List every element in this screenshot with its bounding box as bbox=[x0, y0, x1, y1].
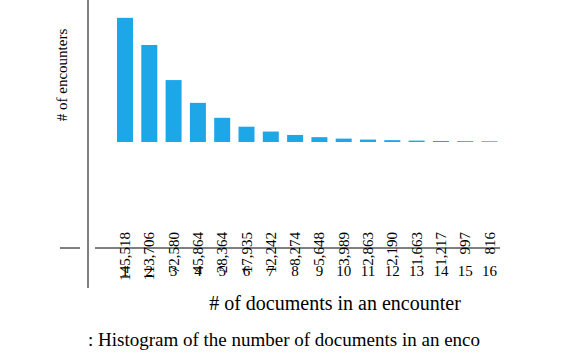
bar bbox=[409, 141, 425, 142]
data-label: 1,663 bbox=[409, 232, 425, 266]
bars bbox=[117, 18, 498, 142]
x-tick-label: 16 bbox=[482, 263, 498, 279]
bar bbox=[360, 140, 376, 142]
x-tick-label: 15 bbox=[458, 263, 473, 279]
x-tick-label: 4 bbox=[194, 263, 202, 279]
data-label: 3,989 bbox=[336, 232, 352, 266]
y-axis-line bbox=[88, 0, 89, 288]
data-label: 113,706 bbox=[141, 232, 157, 281]
bar bbox=[482, 141, 498, 142]
chart: 145,518113,70672,58045,86428,36417,93512… bbox=[0, 0, 568, 356]
x-tick-label: 6 bbox=[243, 263, 251, 279]
bar bbox=[384, 140, 400, 142]
bar bbox=[287, 135, 303, 142]
y-axis-label: # of encounters bbox=[54, 29, 70, 122]
bar bbox=[457, 141, 473, 142]
x-axis-label: # of documents in an encounter bbox=[209, 292, 461, 314]
x-tick-label: 2 bbox=[146, 263, 154, 279]
x-tick-label: 1 bbox=[121, 263, 129, 279]
data-label: 2,190 bbox=[384, 232, 400, 266]
x-tick-label: 13 bbox=[409, 263, 424, 279]
x-tick-label: 11 bbox=[361, 263, 375, 279]
data-label: 145,518 bbox=[117, 232, 133, 281]
x-tick-label: 12 bbox=[385, 263, 400, 279]
bar bbox=[311, 137, 327, 142]
data-label: 816 bbox=[482, 232, 498, 255]
data-label: 2,863 bbox=[360, 232, 376, 266]
bar bbox=[214, 118, 230, 142]
bar bbox=[433, 141, 449, 142]
data-label: 8,274 bbox=[287, 232, 303, 266]
bar bbox=[117, 18, 133, 142]
bar bbox=[239, 127, 255, 142]
bar bbox=[141, 45, 157, 142]
x-tick-label: 14 bbox=[433, 263, 449, 279]
x-tick-label: 8 bbox=[291, 263, 299, 279]
x-tick-label: 9 bbox=[316, 263, 324, 279]
bar bbox=[336, 139, 352, 142]
x-tick-label: 7 bbox=[267, 263, 275, 279]
rule-left bbox=[60, 248, 80, 249]
x-tick-label: 5 bbox=[218, 263, 226, 279]
caption: : Histogram of the number of documents i… bbox=[88, 329, 480, 350]
data-label: 5,648 bbox=[311, 232, 327, 266]
x-tick-label: 3 bbox=[170, 263, 178, 279]
bar bbox=[166, 80, 182, 142]
bar bbox=[263, 132, 279, 142]
data-label: 1,217 bbox=[433, 232, 449, 266]
x-tick-label: 10 bbox=[336, 263, 351, 279]
bar bbox=[190, 103, 206, 142]
data-label: 997 bbox=[457, 232, 473, 255]
